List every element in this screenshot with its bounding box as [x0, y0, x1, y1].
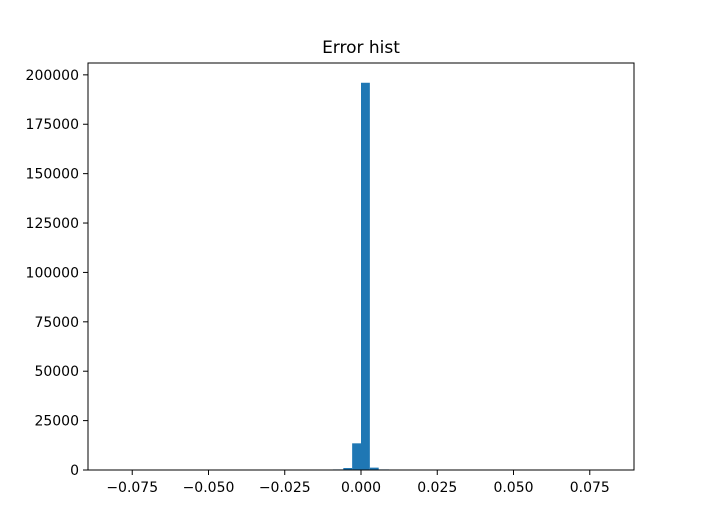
x-tick-label: −0.025	[259, 480, 311, 496]
x-tick-label: −0.050	[183, 480, 235, 496]
x-axis: −0.075 −0.050 −0.025 0.000 0.025 0.050 0.075	[106, 470, 610, 496]
y-axis: 0 25000 50000 75000 100000 125000 150000 175000…	[26, 68, 88, 479]
y-tick-label: 100000	[26, 265, 79, 281]
y-tick-label: 175000	[26, 117, 79, 133]
y-tick-label: 0	[70, 463, 79, 479]
x-tick-label: −0.075	[106, 480, 158, 496]
y-tick-label: 200000	[26, 68, 79, 84]
histogram-bar	[352, 443, 361, 470]
bars-layer	[332, 82, 390, 470]
y-tick-label: 150000	[26, 167, 79, 183]
histogram-bar	[361, 82, 370, 470]
histogram-bar	[369, 467, 379, 470]
histogram-bar	[343, 468, 353, 470]
x-tick-label: 0.025	[417, 480, 457, 496]
y-tick-label: 75000	[34, 315, 79, 331]
x-tick-label: 0.050	[493, 480, 533, 496]
y-tick-label: 25000	[34, 414, 79, 430]
chart-title: Error hist	[322, 38, 400, 58]
y-tick-label: 50000	[34, 364, 79, 380]
x-tick-label: 0.075	[570, 480, 610, 496]
y-tick-label: 125000	[26, 216, 79, 232]
x-tick-label: 0.000	[341, 480, 381, 496]
